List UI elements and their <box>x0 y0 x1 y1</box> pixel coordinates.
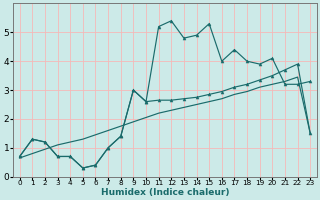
X-axis label: Humidex (Indice chaleur): Humidex (Indice chaleur) <box>101 188 229 197</box>
